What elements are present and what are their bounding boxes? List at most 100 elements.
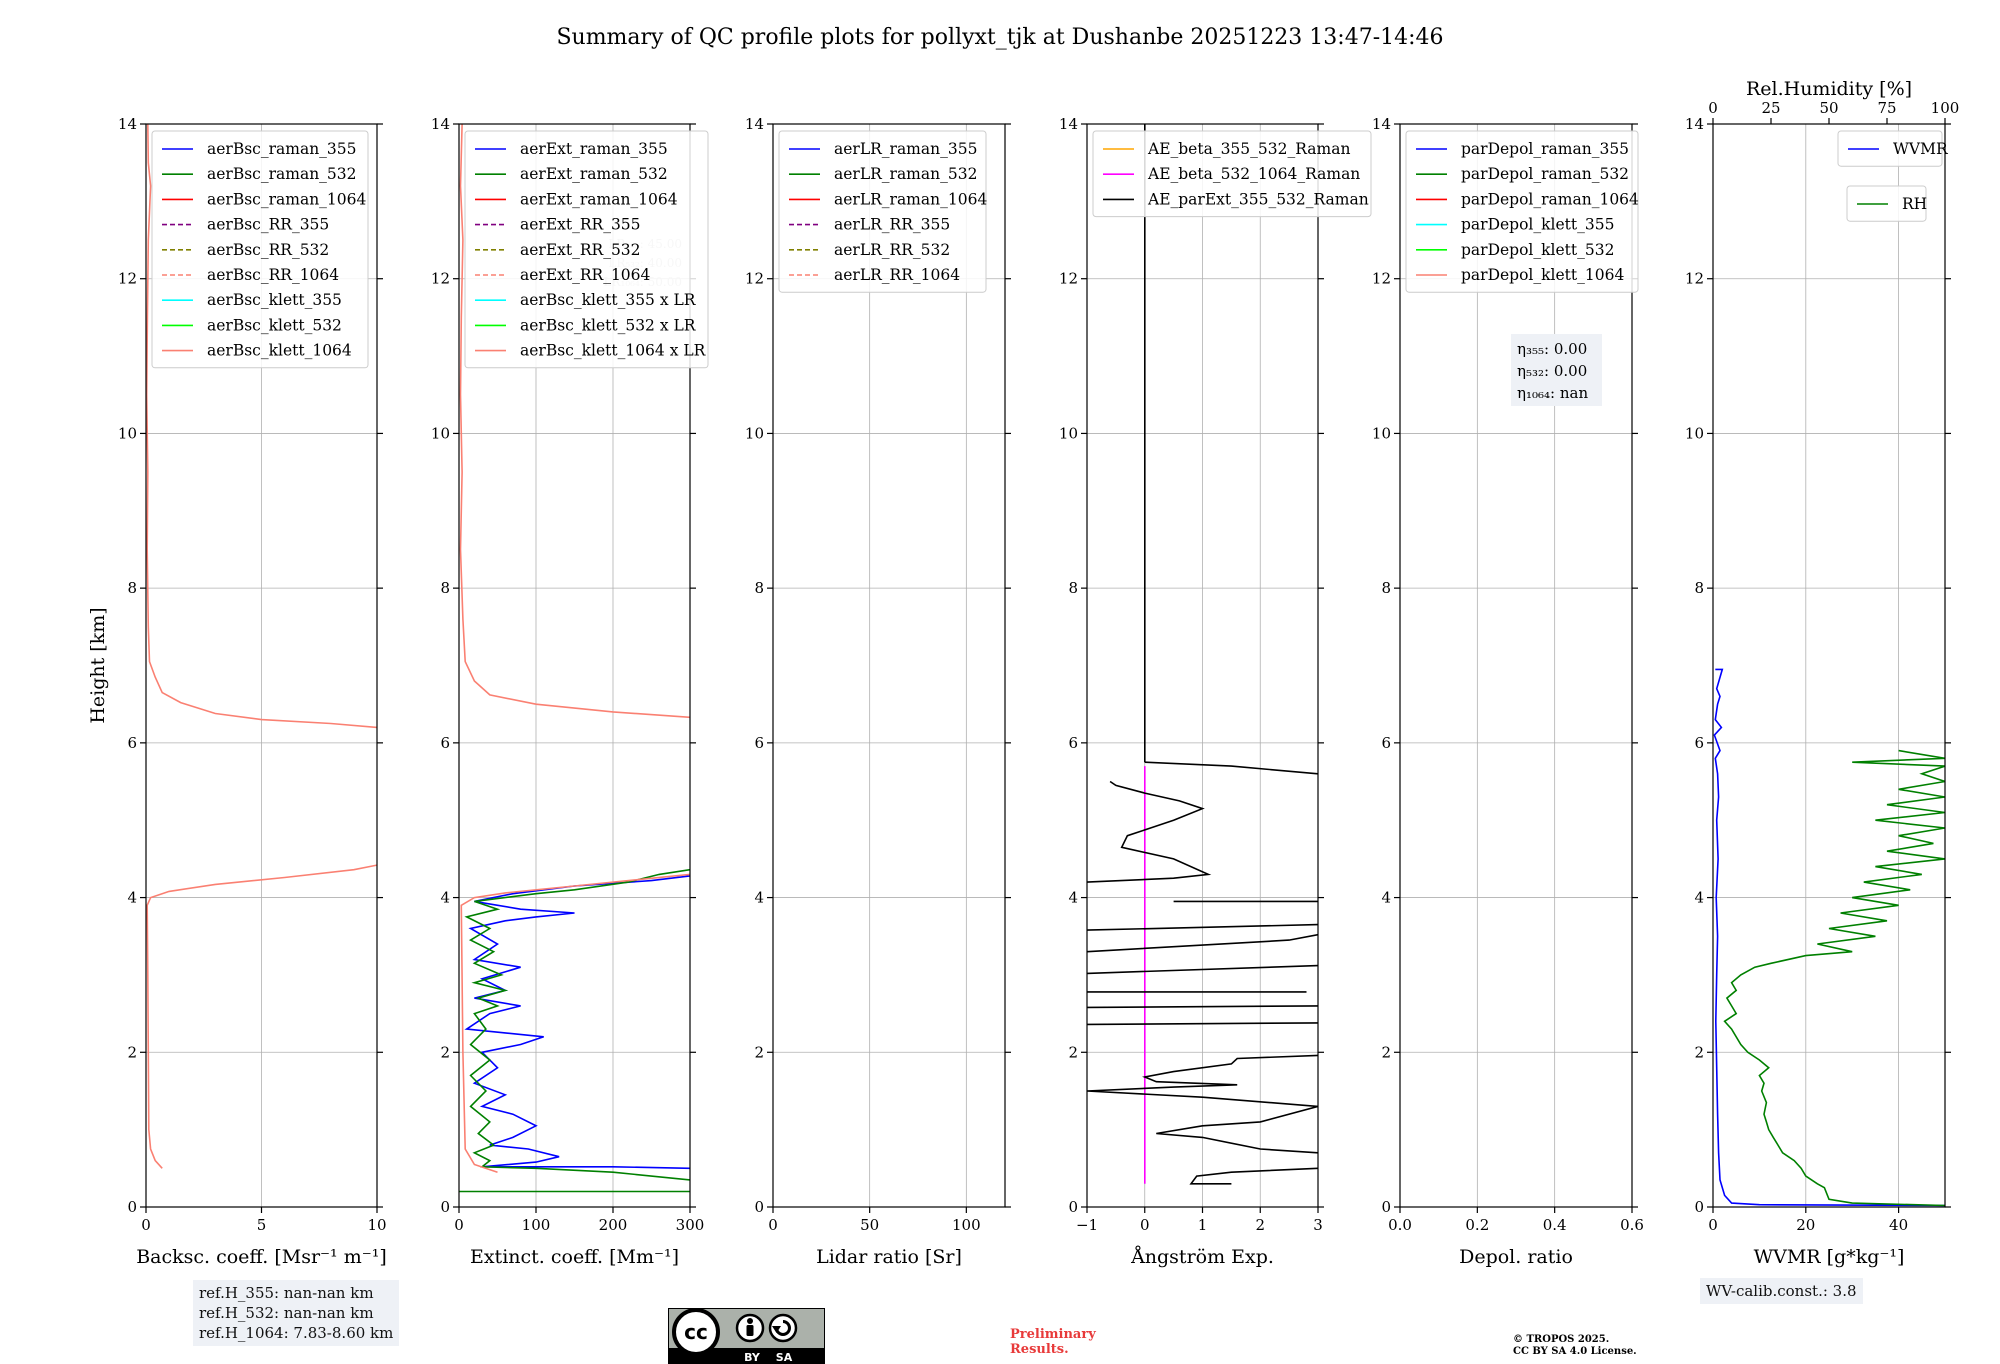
series-line-aerBsc_klett_1064 x LR [460, 873, 690, 1173]
y-tick-label: 10 [431, 424, 450, 442]
series-line-AE_parExt_355_532_Raman [1087, 780, 1212, 883]
x-axis-label: Lidar ratio [Sr] [816, 1246, 962, 1268]
sa-label: SA [776, 1351, 793, 1364]
legend-label: aerBsc_klett_1064 x LR [520, 342, 707, 360]
x-tick-label: 1 [1198, 1216, 1208, 1234]
y-tick-label: 6 [440, 734, 450, 752]
y-tick-label: 2 [1068, 1043, 1078, 1061]
x-tick-label: 300 [676, 1216, 705, 1234]
series-line-aerBsc_klett_1064 x LR [459, 124, 690, 719]
y-tick-label: 6 [1381, 734, 1391, 752]
y-tick-label: 12 [745, 270, 764, 288]
y-tick-label: 14 [1685, 115, 1704, 133]
legend-label: aerBsc_raman_532 [207, 165, 357, 183]
x-tick-label: 50 [860, 1216, 879, 1234]
by-label: BY [744, 1351, 761, 1364]
wv-calib-text: WV-calib.const.: 3.8 [1706, 1282, 1857, 1300]
preliminary-results-note: Preliminary Results. [1010, 1327, 1096, 1357]
x-tick-label: 0 [1708, 1216, 1718, 1234]
legend-label: aerBsc_RR_532 [207, 241, 329, 259]
legend-label: aerLR_RR_1064 [834, 266, 960, 284]
y-tick-label: 0 [1694, 1198, 1704, 1216]
legend-label: aerLR_raman_1064 [834, 190, 987, 208]
y-tick-label: 2 [127, 1043, 137, 1061]
y-tick-label: 6 [127, 734, 137, 752]
copyright-line-1: © TROPOS 2025. [1513, 1334, 1610, 1345]
y-tick-label: 14 [745, 115, 764, 133]
series-line-WVMR [1713, 668, 1945, 1207]
series-line-aerExt_raman_532 [464, 868, 690, 1181]
y-tick-label: 2 [440, 1043, 450, 1061]
legend-label: AE_parExt_355_532_Raman [1147, 190, 1369, 208]
reference-height-note: ref.H_355: nan-nan km ref.H_532: nan-nan… [193, 1280, 400, 1346]
legend-box [778, 130, 987, 293]
legend-label: aerLR_RR_355 [834, 216, 950, 234]
legend: aerLR_raman_355 aerLR_raman_532 aerLR_rama… [778, 130, 987, 293]
y-tick-label: 2 [1381, 1043, 1391, 1061]
x-tick-label: 0 [141, 1216, 151, 1234]
legend-label: aerBsc_klett_532 [207, 316, 342, 334]
series-line-AE_parExt_355_532_Raman [1144, 761, 1318, 775]
y-tick-label: 4 [1694, 889, 1704, 907]
x-tick-label: 0.4 [1543, 1216, 1567, 1234]
x-axis-label: WVMR [g*kg⁻¹] [1754, 1246, 1905, 1268]
legend-label: aerLR_RR_532 [834, 241, 950, 259]
x-axis-label: Ångström Exp. [1130, 1246, 1274, 1268]
x-tick-label: 20 [1796, 1216, 1815, 1234]
x-tick-label: 0 [454, 1216, 464, 1234]
x-tick-label: 100 [522, 1216, 551, 1234]
y-tick-label: 4 [754, 889, 764, 907]
copyright-note: © TROPOS 2025. CC BY SA 4.0 License. [1513, 1334, 1637, 1358]
plot-frame [1712, 123, 1946, 1208]
x-tick-label: −1 [1076, 1216, 1098, 1234]
preliminary-line-2: Results. [1010, 1342, 1069, 1357]
series-line-AE_parExt_355_532_Raman [1189, 1167, 1318, 1185]
legend-label: parDepol_klett_532 [1461, 241, 1614, 259]
y-tick-label: 6 [1068, 734, 1078, 752]
x-axis-label: Backsc. coeff. [Msr⁻¹ m⁻¹] [136, 1246, 387, 1268]
series-line-AE_parExt_355_532_Raman [1087, 1005, 1318, 1009]
y-tick-label: 14 [1059, 115, 1078, 133]
legend-box [464, 130, 709, 369]
y-tick-label: 12 [1059, 270, 1078, 288]
series-line-aerBsc_klett_1064 [146, 864, 377, 1169]
y-tick-label: 14 [118, 115, 137, 133]
legend-label: aerBsc_raman_355 [207, 140, 357, 158]
legend-label: parDepol_klett_355 [1461, 216, 1614, 234]
x-tick-label: 0.6 [1620, 1216, 1644, 1234]
legend-label: parDepol_raman_355 [1461, 140, 1629, 158]
series-line-aerExt_raman_355 [464, 875, 690, 1170]
top-x-tick-label: 100 [1931, 99, 1960, 117]
series-line-RH [1723, 749, 1945, 1207]
legend-label: aerBsc_RR_1064 [207, 266, 339, 284]
x-tick-label: 0 [768, 1216, 778, 1234]
legend-label: parDepol_klett_1064 [1461, 266, 1624, 284]
y-tick-label: 14 [431, 115, 450, 133]
refh-532: ref.H_532: nan-nan km [199, 1304, 374, 1322]
legend-label: RH [1902, 195, 1927, 213]
top-x-tick-label: 50 [1819, 99, 1838, 117]
y-tick-label: 8 [1694, 579, 1704, 597]
y-tick-label: 8 [1381, 579, 1391, 597]
y-tick-label: 0 [1068, 1198, 1078, 1216]
y-tick-label: 8 [1068, 579, 1078, 597]
legend-label: aerLR_raman_355 [834, 140, 977, 158]
y-tick-label: 10 [1372, 424, 1391, 442]
preliminary-line-1: Preliminary [1010, 1327, 1096, 1342]
series-line-AE_parExt_355_532_Raman [1087, 1054, 1318, 1154]
legend-label: parDepol_raman_532 [1461, 165, 1629, 183]
top-x-tick-label: 25 [1761, 99, 1780, 117]
y-tick-label: 2 [1694, 1043, 1704, 1061]
y-tick-label: 8 [754, 579, 764, 597]
series-line-AE_parExt_355_532_Raman [1087, 964, 1318, 975]
y-tick-label: 6 [754, 734, 764, 752]
top-axis-label: Rel.Humidity [%] [1746, 78, 1912, 100]
x-tick-label: 5 [257, 1216, 267, 1234]
y-tick-label: 4 [440, 889, 450, 907]
x-tick-label: 0.2 [1465, 1216, 1489, 1234]
y-tick-label: 10 [1685, 424, 1704, 442]
y-tick-label: 6 [1694, 734, 1704, 752]
svg-text:cc: cc [684, 1320, 708, 1344]
